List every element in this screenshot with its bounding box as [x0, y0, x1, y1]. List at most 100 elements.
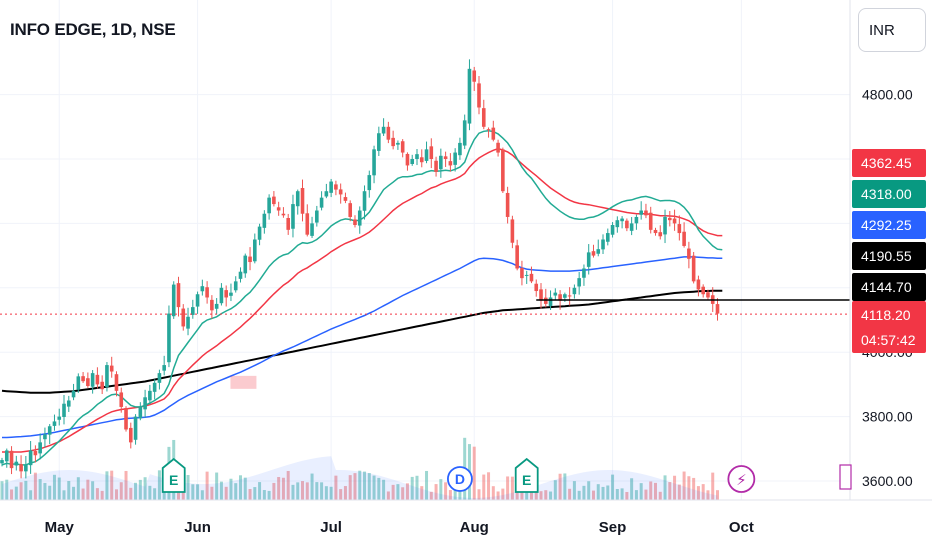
- volume-bar: [119, 482, 123, 500]
- volume-bar: [429, 491, 433, 500]
- candle-body: [486, 129, 491, 131]
- volume-bar: [296, 482, 300, 500]
- candle-body: [701, 286, 705, 295]
- volume-bar: [138, 479, 142, 500]
- volume-bar: [148, 485, 152, 500]
- candle-body: [186, 316, 190, 329]
- candle-body: [334, 184, 338, 190]
- volume-bar: [568, 488, 572, 500]
- time-tick-label: May: [45, 519, 75, 536]
- candle-body: [491, 127, 496, 140]
- candle-body: [448, 161, 453, 166]
- volume-bar: [272, 482, 276, 500]
- candle-body: [152, 382, 157, 392]
- volume-bar: [19, 482, 23, 500]
- volume-bar: [673, 475, 677, 500]
- candle-body: [310, 223, 314, 236]
- volume-bar: [563, 473, 567, 500]
- candle-body: [515, 245, 519, 269]
- candle-body: [629, 223, 634, 231]
- volume-bars: [0, 437, 719, 500]
- candle-body: [477, 83, 481, 108]
- candle-body: [548, 297, 553, 306]
- candle-body: [52, 421, 57, 426]
- volume-bar: [510, 476, 514, 500]
- volume-bar: [572, 481, 576, 500]
- earnings-marker-shape: [161, 457, 186, 493]
- event-markers[interactable]: E D E ⚡: [161, 457, 756, 493]
- volume-bar: [224, 486, 228, 500]
- volume-bar: [382, 479, 386, 500]
- candle-body: [329, 181, 333, 193]
- candle-body: [577, 278, 581, 287]
- volume-bar: [124, 470, 128, 500]
- candle-body: [33, 450, 38, 456]
- volume-bar: [491, 486, 495, 500]
- volume-bar: [658, 491, 662, 500]
- volume-bar: [277, 477, 281, 500]
- volume-bar: [391, 484, 395, 500]
- dividend-marker-shape: [447, 466, 473, 492]
- candle-body: [90, 373, 95, 387]
- candle-body: [248, 256, 252, 263]
- symbol-title[interactable]: INFO EDGE, 1D, NSE: [10, 20, 176, 39]
- volume-bar: [95, 488, 99, 500]
- candle-body: [114, 374, 119, 391]
- candle-body: [181, 308, 186, 327]
- ema-50-line: [2, 256, 723, 439]
- candle-body: [219, 287, 224, 304]
- candle-body: [501, 149, 505, 192]
- volume-bar: [639, 483, 643, 500]
- volume-bar: [358, 470, 362, 500]
- candle-body: [157, 373, 162, 383]
- volume-bar: [239, 475, 242, 500]
- candle-body: [648, 212, 653, 230]
- volume-bar: [191, 484, 195, 500]
- volume-bar: [324, 486, 328, 500]
- volume-bar: [620, 488, 624, 500]
- candle-body: [396, 142, 400, 145]
- volume-bar: [48, 485, 52, 500]
- candle-body: [687, 248, 691, 259]
- volume-bar: [701, 484, 705, 500]
- sma-200-line: [1, 289, 723, 394]
- volume-bar: [286, 470, 290, 500]
- candle-body: [524, 274, 529, 276]
- candle-body: [214, 303, 219, 309]
- candle-body: [119, 392, 124, 407]
- volume-bar: [706, 490, 710, 500]
- earnings-marker: E: [514, 457, 539, 493]
- time-axis[interactable]: May Jun Jul Aug Sep Oct: [0, 499, 932, 536]
- candle-body: [38, 442, 42, 454]
- candle-body: [9, 450, 14, 469]
- volume-bar: [606, 485, 610, 500]
- volume-bar: [219, 481, 223, 500]
- volume-bar: [653, 482, 657, 500]
- volume-bar: [544, 490, 548, 500]
- price-tags: 4362.45 4318.00 4292.25 4190.55 4144.70 4118.…: [852, 149, 926, 353]
- volume-bar: [267, 490, 271, 500]
- candle-body: [105, 365, 109, 388]
- currency-button[interactable]: INR: [858, 8, 926, 52]
- candle-body: [419, 157, 424, 163]
- candle-body: [66, 400, 71, 407]
- candle-body: [558, 294, 562, 301]
- volume-bar: [248, 489, 252, 500]
- price-tag-label: 4362.45: [861, 155, 912, 171]
- candle-body: [4, 450, 9, 462]
- candle-body: [43, 434, 47, 440]
- candle-body: [109, 365, 114, 372]
- candle-body: [128, 427, 133, 443]
- candle-body: [262, 213, 267, 228]
- candle-body: [377, 133, 381, 151]
- volume-bar: [38, 479, 42, 500]
- volume-bar: [696, 486, 700, 500]
- price-tick-label: 3600.00: [862, 473, 913, 489]
- volume-bar: [630, 478, 634, 500]
- candle-body: [672, 218, 677, 224]
- candle-body: [715, 304, 720, 314]
- candle-body: [639, 210, 643, 215]
- price-tag-label: 4190.55: [861, 248, 912, 264]
- volume-bar: [339, 489, 343, 500]
